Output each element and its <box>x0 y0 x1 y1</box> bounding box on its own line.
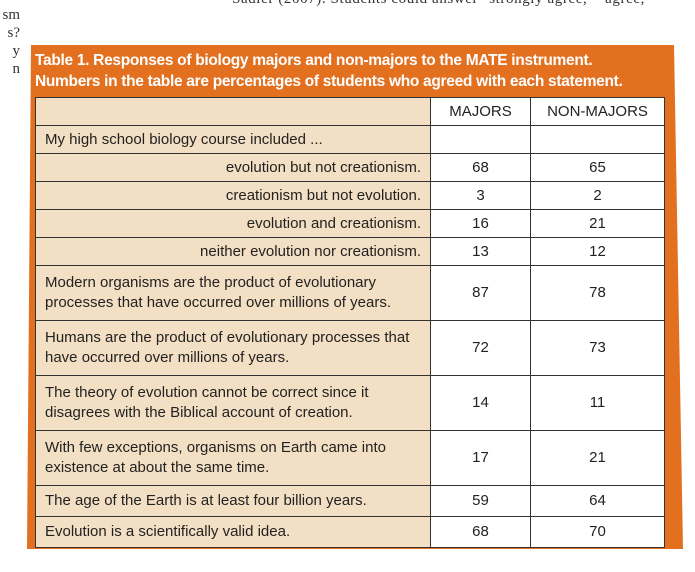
majors-value: 87 <box>430 265 531 321</box>
row-label: Evolution is a scientifically valid idea… <box>35 516 431 548</box>
majors-value: 59 <box>430 485 531 517</box>
margin-text-fragment: sm <box>2 7 20 23</box>
table-row: The theory of evolution cannot be correc… <box>35 375 665 431</box>
row-label: evolution but not creationism. <box>35 153 431 182</box>
header-label-cell <box>35 97 431 126</box>
empty-cell <box>430 125 531 154</box>
table-row: Modern organisms are the product of evol… <box>35 265 665 321</box>
non-majors-value: 78 <box>530 265 665 321</box>
majors-value: 13 <box>430 237 531 266</box>
row-label: creationism but not evolution. <box>35 181 431 210</box>
non-majors-value: 64 <box>530 485 665 517</box>
row-label: evolution and creationism. <box>35 209 431 238</box>
table-row: The age of the Earth is at least four bi… <box>35 485 665 517</box>
margin-text-fragment: s? <box>7 25 21 41</box>
table-row: Humans are the product of evolutionary p… <box>35 320 665 376</box>
header-non-majors: NON-MAJORS <box>530 97 665 126</box>
majors-value: 72 <box>430 320 531 376</box>
majors-value: 14 <box>430 375 531 431</box>
non-majors-value: 65 <box>530 153 665 182</box>
table-row: creationism but not evolution. 3 2 <box>35 181 665 210</box>
majors-value: 3 <box>430 181 531 210</box>
table-row: neither evolution nor creationism. 13 12 <box>35 237 665 266</box>
row-label: With few exceptions, organisms on Earth … <box>35 430 431 486</box>
row-label: The age of the Earth is at least four bi… <box>35 485 431 517</box>
caption-line-2: Numbers in the table are percentages of … <box>35 73 623 90</box>
group-header-label: My high school biology course included .… <box>35 125 431 154</box>
row-label: Humans are the product of evolutionary p… <box>35 320 431 376</box>
non-majors-value: 73 <box>530 320 665 376</box>
table-row: evolution and creationism. 16 21 <box>35 209 665 238</box>
margin-text-fragment: n <box>12 61 21 77</box>
table-row: With few exceptions, organisms on Earth … <box>35 430 665 486</box>
body-text-line: Sadler (2007). Students could answer "st… <box>232 0 652 8</box>
majors-value: 17 <box>430 430 531 486</box>
non-majors-value: 11 <box>530 375 665 431</box>
margin-text-fragment: y <box>12 43 21 59</box>
row-label: neither evolution nor creationism. <box>35 237 431 266</box>
row-label: The theory of evolution cannot be correc… <box>35 375 431 431</box>
table-group-row: My high school biology course included .… <box>35 125 665 154</box>
non-majors-value: 70 <box>530 516 665 548</box>
table-row: Evolution is a scientifically valid idea… <box>35 516 665 548</box>
row-label: Modern organisms are the product of evol… <box>35 265 431 321</box>
majors-value: 68 <box>430 153 531 182</box>
majors-value: 16 <box>430 209 531 238</box>
majors-value: 68 <box>430 516 531 548</box>
non-majors-value: 21 <box>530 209 665 238</box>
empty-cell <box>530 125 665 154</box>
header-majors: MAJORS <box>430 97 531 126</box>
non-majors-value: 12 <box>530 237 665 266</box>
table-row: evolution but not creationism. 68 65 <box>35 153 665 182</box>
caption-line-1: Table 1. Responses of biology majors and… <box>35 52 593 69</box>
non-majors-value: 2 <box>530 181 665 210</box>
non-majors-value: 21 <box>530 430 665 486</box>
table-caption: Table 1. Responses of biology majors and… <box>35 50 623 92</box>
table-header-row: MAJORS NON-MAJORS <box>35 97 665 126</box>
mate-responses-table: MAJORS NON-MAJORS My high school biology… <box>35 97 665 548</box>
